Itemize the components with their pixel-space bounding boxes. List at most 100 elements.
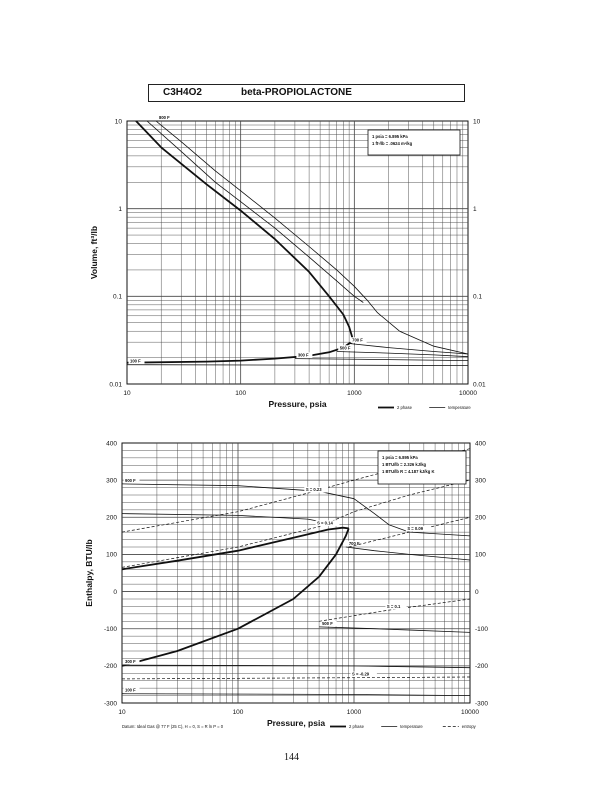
y-tick-label-left: 0.01 [109, 381, 122, 388]
x-tick-label: 1000 [347, 709, 362, 716]
y-tick-label-right: -200 [475, 663, 488, 670]
curve-label: 100 F [130, 359, 141, 364]
curve-label: 800 F [159, 115, 170, 120]
x-tick-label: 10 [123, 390, 131, 397]
legend-label: 2 phase [349, 724, 365, 729]
y-tick-label-right: 1 [473, 206, 477, 213]
curve-label-bg [405, 525, 430, 532]
y-tick-label-right: 0 [475, 589, 479, 596]
temperature-curve [294, 358, 469, 361]
curve-label-bg [128, 358, 145, 365]
x-tick-label: 10 [118, 709, 126, 716]
temperature-curve [155, 120, 469, 355]
y-tick-label-left: 300 [106, 477, 117, 484]
y-tick-label-left: 0.1 [113, 294, 122, 301]
two-phase-curve [126, 341, 353, 364]
curve-label-bg [315, 520, 340, 526]
enthalpy-chart: 10 100 1000 10000-300-200-1000100200300400-… [84, 440, 488, 729]
curve-label-bg [123, 477, 140, 484]
curve-label-bg [157, 114, 174, 121]
x-tick-label: 10000 [459, 390, 477, 397]
curve-label: 300 F [298, 353, 309, 358]
temperature-curve [345, 546, 471, 561]
temperature-curve [121, 513, 337, 526]
curve-label-bg [350, 671, 377, 678]
curve-label: S = 0.09 [407, 526, 423, 531]
x-tick-label: 100 [233, 709, 244, 716]
curve-label-bg [123, 687, 140, 694]
curve-label-bg [385, 603, 407, 610]
curve-label: 700 F [349, 541, 360, 546]
y-tick-label-right: 400 [475, 440, 486, 447]
two-phase-curve [135, 120, 355, 343]
temperature-curve [349, 343, 469, 355]
entropy-curve [319, 598, 471, 622]
curve-label: 500 F [340, 345, 351, 350]
two-phase-curve [121, 528, 350, 667]
curve-label: S = -0.29 [352, 672, 370, 677]
y-tick-label-left: -200 [104, 663, 117, 670]
y-tick-label-left: 0 [113, 589, 117, 596]
compound-formula: C3H4O2 [163, 87, 202, 98]
x-axis-label: Pressure, psia [268, 399, 326, 409]
y-tick-label-right: 0.1 [473, 294, 482, 301]
y-tick-label-right: 10 [473, 118, 481, 125]
y-tick-label-left: 200 [106, 515, 117, 522]
x-axis-label: Pressure, psia [267, 718, 325, 728]
y-tick-label-right: -100 [475, 626, 488, 633]
temperature-curve [121, 693, 471, 696]
conversion-text: 1 psia = 6.895 kPa [372, 134, 408, 139]
entropy-curve [121, 676, 471, 680]
entropy-curve [121, 479, 471, 568]
x-tick-label: 10000 [461, 709, 479, 716]
page-number: 144 [284, 752, 299, 763]
x-tick-label: 1000 [347, 390, 362, 397]
legend-label: temperature [400, 724, 423, 729]
volume-chart: 10 100 1000 100000.010.11100.010.1110Pressu… [89, 114, 486, 410]
y-axis-label: Enthalpy, BTU/lb [84, 539, 94, 606]
temperature-curve [126, 364, 469, 366]
curve-label: S = 0.23 [306, 487, 322, 492]
y-tick-label-left: 1 [118, 206, 122, 213]
legend-label: 2 phase [397, 405, 413, 410]
legend-label: entropy [462, 724, 477, 729]
curve-label: 300 F [125, 659, 136, 664]
curve-label-bg [304, 486, 329, 493]
curve-label-bg [350, 337, 367, 343]
y-tick-label-left: -300 [104, 700, 117, 707]
temperature-curve [336, 351, 469, 358]
curve-label-bg [296, 352, 313, 358]
conversion-text: 1 ft³/lb = .0624 m³/kg [372, 141, 413, 146]
curve-label: S = 0.1 [387, 604, 401, 609]
curve-label: 700 F [352, 337, 363, 342]
y-tick-label-right: 0.01 [473, 381, 486, 388]
plot-frame [126, 120, 469, 385]
y-tick-label-right: 200 [475, 515, 486, 522]
temperature-curve [319, 626, 471, 633]
curve-label-bg [338, 345, 355, 351]
curve-label-bg [320, 620, 337, 627]
legend-label: temperature [448, 405, 471, 410]
conversion-text: 1 psia = 6.895 kPa [382, 455, 418, 460]
curve-label-bg [123, 658, 140, 665]
temperature-curve [146, 120, 364, 303]
compound-name: beta-PROPIOLACTONE [241, 87, 352, 98]
conversion-text: 1 BTU/lb R = 4.187 kJ/kg K [382, 469, 434, 474]
y-tick-label-left: 10 [115, 118, 123, 125]
y-tick-label-left: -100 [104, 626, 117, 633]
conversion-text: 1 BTU/lb = 2.326 kJ/kg [382, 462, 427, 467]
x-tick-label: 100 [235, 390, 246, 397]
conversion-box [367, 129, 461, 156]
temperature-curve [121, 664, 471, 669]
y-tick-label-right: -300 [475, 700, 488, 707]
curve-label: 500 F [322, 621, 333, 626]
entropy-curve [348, 516, 471, 548]
curve-label: S = 0.14 [317, 521, 333, 526]
curve-label: 100 F [125, 688, 136, 693]
conversion-box [377, 450, 467, 485]
y-axis-label: Volume, ft³/lb [89, 226, 99, 279]
datum-footnote: Datum: Ideal Gas @ 77 F (25 C), H = 0, S… [122, 724, 224, 729]
plot-frame [121, 442, 471, 704]
curve-label-bg [347, 540, 364, 547]
